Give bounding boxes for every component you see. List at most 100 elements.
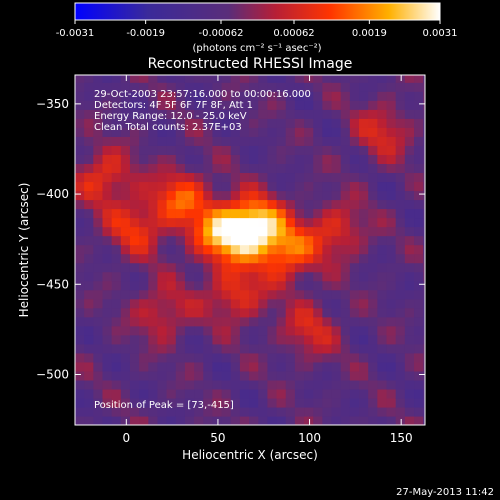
heatmap-cell — [285, 199, 296, 210]
heatmap-cell — [368, 109, 378, 119]
heatmap-cell — [395, 217, 406, 228]
colorbar — [74, 2, 441, 21]
heatmap-cell — [129, 190, 140, 201]
heatmap-cell — [322, 226, 333, 237]
heatmap-image — [75, 75, 425, 425]
heatmap-cell — [414, 199, 424, 210]
heatmap-cell — [386, 217, 397, 228]
heatmap-cell — [139, 163, 149, 174]
heatmap-cell — [395, 118, 406, 128]
heatmap-cell — [331, 136, 342, 146]
heatmap-cell — [194, 415, 204, 425]
heatmap-cell — [194, 118, 204, 128]
heatmap-cell — [267, 75, 278, 83]
annotation-detectors: Detectors: 4F 5F 6F 7F 8F, Att 1 — [94, 100, 253, 111]
heatmap-cell — [249, 280, 259, 291]
heatmap-cell — [230, 397, 241, 408]
heatmap-cell — [349, 75, 360, 83]
heatmap-cell — [102, 307, 113, 318]
heatmap-cell — [349, 244, 360, 255]
heatmap-cell — [404, 235, 415, 246]
heatmap-cell — [313, 181, 323, 192]
heatmap-cell — [129, 271, 140, 282]
heatmap-cell — [175, 415, 186, 425]
heatmap-cell — [285, 334, 296, 345]
colorbar-unit-label: (photons cm⁻² s⁻¹ asec⁻²) — [192, 43, 321, 54]
heatmap-cell — [120, 235, 131, 246]
heatmap-cell — [93, 289, 104, 300]
heatmap-cell — [414, 325, 424, 336]
heatmap-cell — [313, 217, 323, 228]
heatmap-cell — [386, 325, 397, 336]
heatmap-cell — [166, 262, 177, 273]
heatmap-cell — [322, 388, 333, 399]
heatmap-cell — [230, 334, 241, 345]
heatmap-cell — [349, 406, 360, 417]
heatmap-cell — [157, 199, 168, 210]
heatmap-cell — [276, 379, 287, 390]
heatmap-cell — [386, 361, 397, 372]
heatmap-cell — [75, 217, 85, 228]
heatmap-cell — [84, 289, 94, 300]
heatmap-cell — [423, 271, 425, 282]
heatmap-cell — [203, 244, 214, 255]
heatmap-cell — [230, 163, 241, 174]
heatmap-cell — [258, 75, 269, 83]
heatmap-cell — [175, 343, 186, 354]
heatmap-cell — [294, 343, 305, 354]
heatmap-cell — [331, 109, 342, 119]
heatmap-cell — [258, 181, 269, 192]
heatmap-cell — [322, 397, 333, 408]
heatmap-cell — [249, 325, 259, 336]
heatmap-cell — [258, 343, 269, 354]
heatmap-cell — [175, 136, 186, 146]
heatmap-cell — [221, 217, 232, 228]
heatmap-cell — [313, 415, 323, 425]
heatmap-cell — [322, 109, 333, 119]
heatmap-cell — [239, 208, 250, 219]
heatmap-cell — [184, 109, 195, 119]
heatmap-cell — [294, 370, 305, 381]
heatmap-cell — [340, 181, 351, 192]
heatmap-cell — [84, 190, 94, 201]
heatmap-cell — [395, 406, 406, 417]
heatmap-cell — [102, 244, 113, 255]
heatmap-cell — [414, 280, 424, 291]
heatmap-cell — [331, 91, 342, 101]
heatmap-cell — [377, 352, 388, 363]
heatmap-cell — [203, 316, 214, 327]
heatmap-cell — [129, 100, 140, 110]
heatmap-cell — [331, 244, 342, 255]
heatmap-cell — [212, 244, 223, 255]
heatmap-cell — [148, 172, 159, 183]
heatmap-cell — [111, 262, 122, 273]
heatmap-cell — [239, 298, 250, 309]
heatmap-cell — [84, 109, 94, 119]
heatmap-cell — [404, 208, 415, 219]
heatmap-cell — [267, 379, 278, 390]
heatmap-cell — [84, 316, 94, 327]
heatmap-cell — [377, 289, 388, 300]
heatmap-cell — [249, 181, 259, 192]
heatmap-cell — [175, 370, 186, 381]
heatmap-cell — [359, 217, 369, 228]
heatmap-cell — [157, 118, 168, 128]
heatmap-cell — [148, 154, 159, 164]
heatmap-cell — [404, 397, 415, 408]
heatmap-cell — [93, 190, 104, 201]
heatmap-cell — [349, 325, 360, 336]
heatmap-cell — [349, 307, 360, 318]
heatmap-cell — [294, 325, 305, 336]
heatmap-cell — [368, 352, 378, 363]
heatmap-cell — [184, 325, 195, 336]
heatmap-cell — [139, 118, 149, 128]
heatmap-cell — [340, 75, 351, 83]
heatmap-cell — [276, 199, 287, 210]
heatmap-cell — [157, 352, 168, 363]
heatmap-cell — [184, 163, 195, 174]
heatmap-cell — [331, 154, 342, 164]
heatmap-cell — [111, 343, 122, 354]
heatmap-cell — [313, 271, 323, 282]
heatmap-cell — [294, 244, 305, 255]
heatmap-cell — [102, 190, 113, 201]
